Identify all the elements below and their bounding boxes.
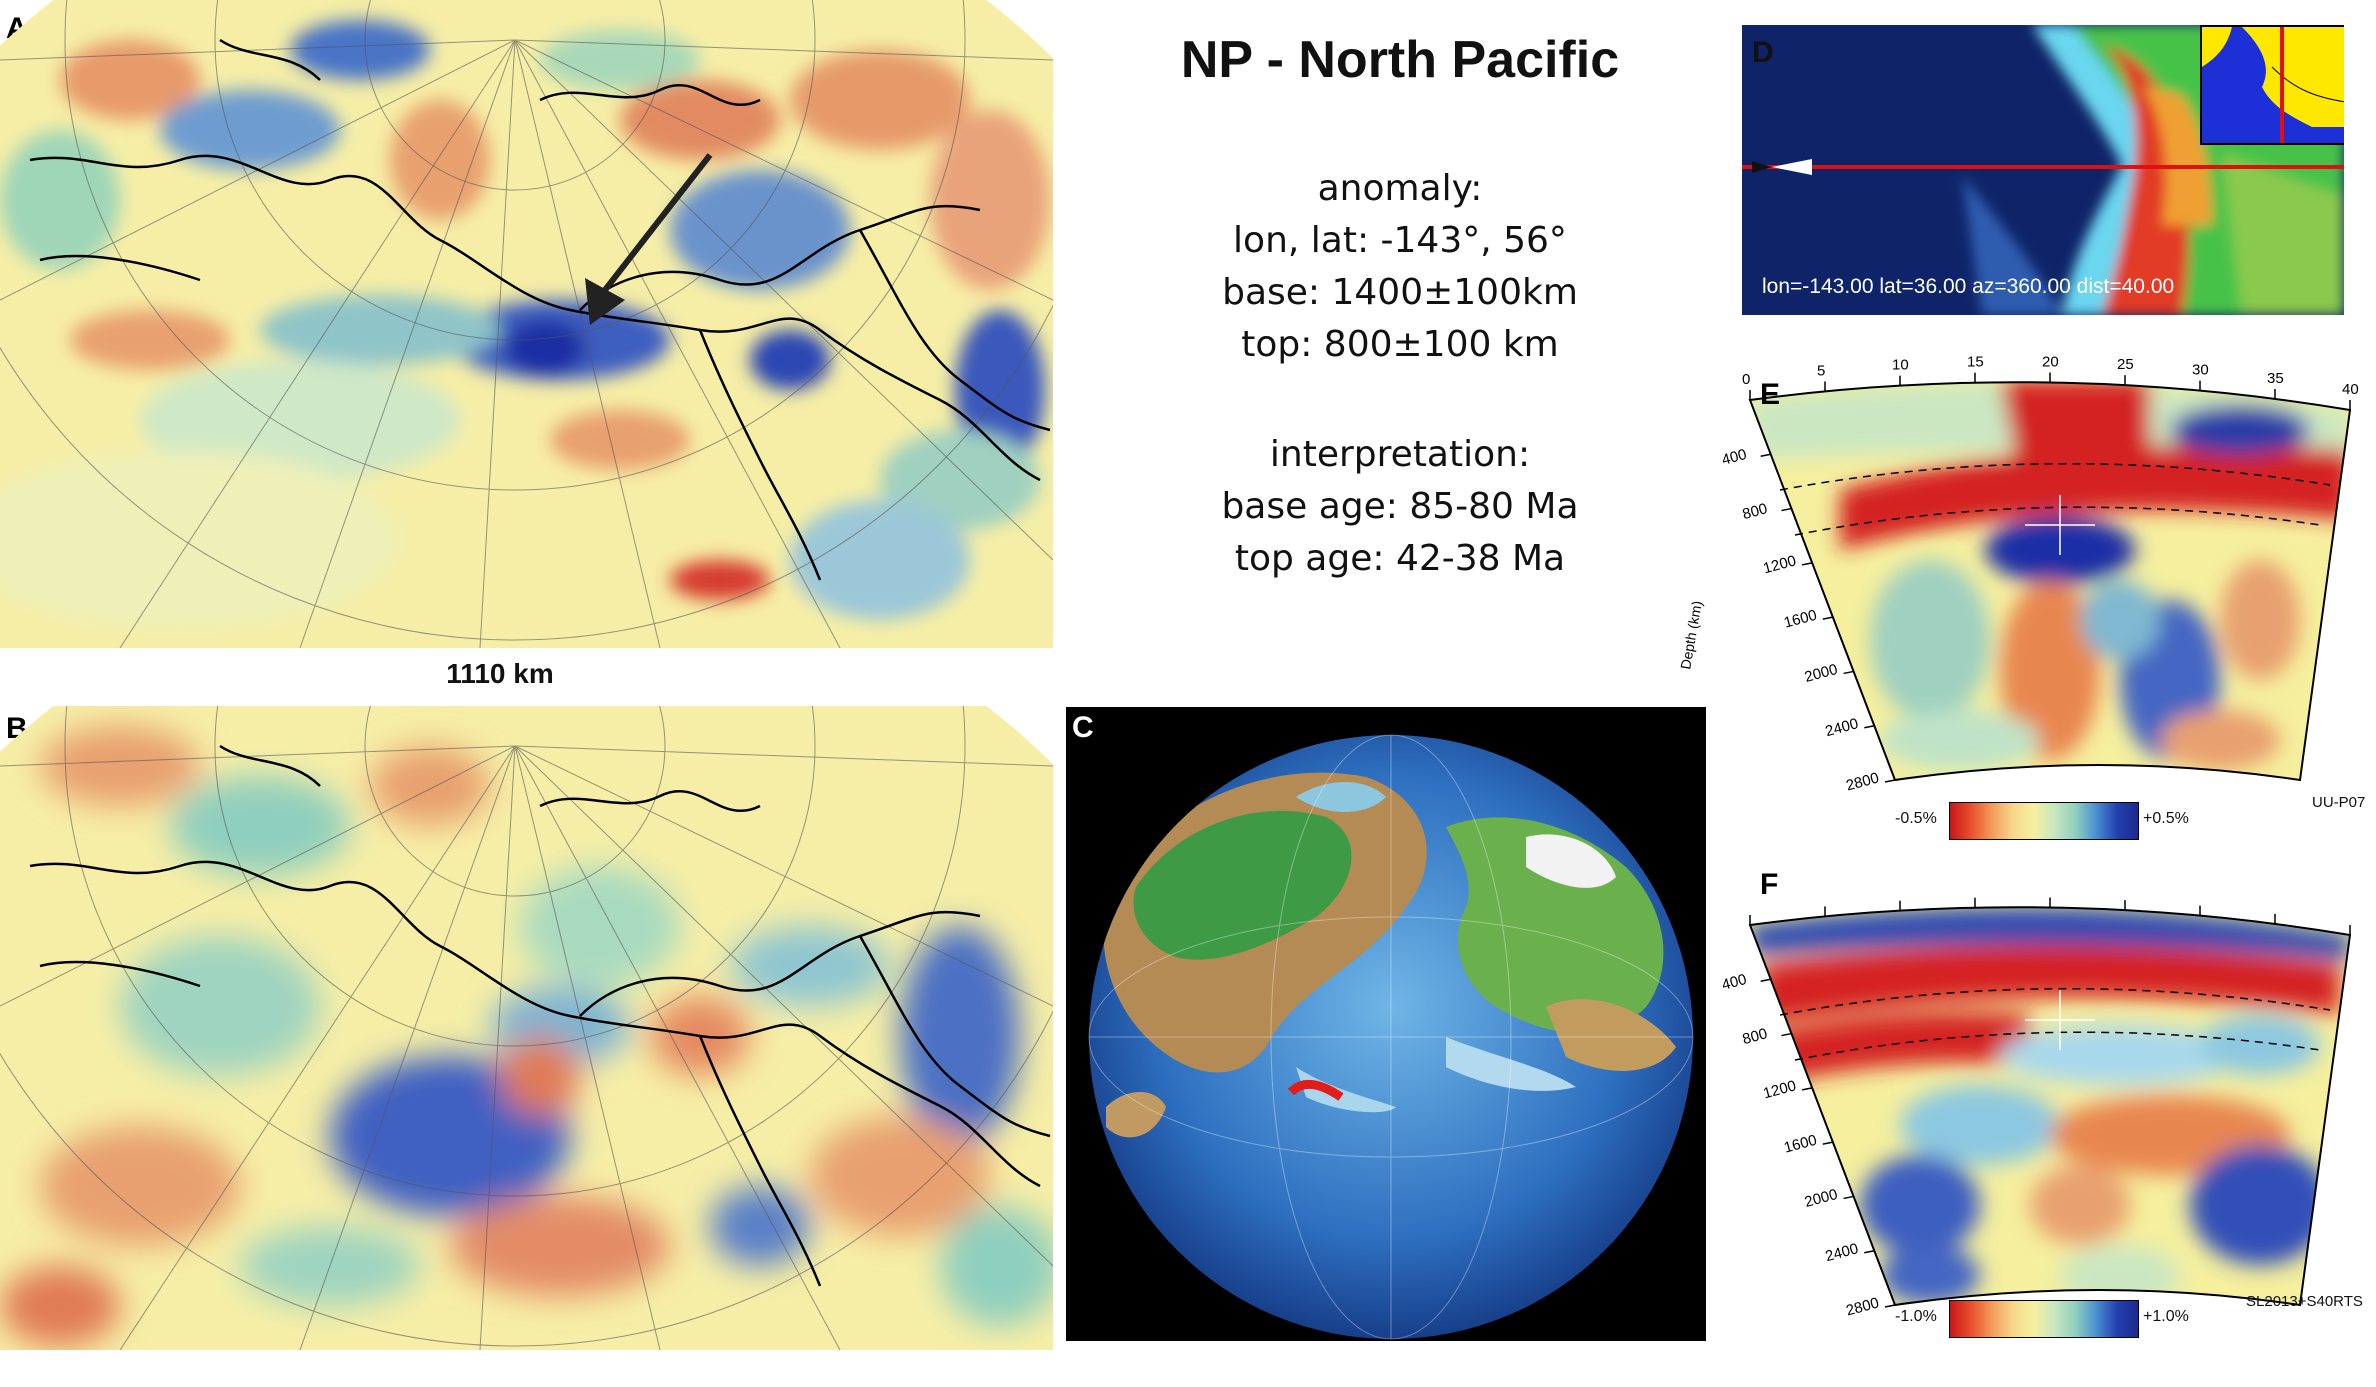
- section-f-depth-tick-label: 2000: [1803, 1186, 1840, 1211]
- anomaly-top: top: 800±100 km: [1241, 324, 1559, 365]
- section-e-depth-tick-label: 2400: [1824, 715, 1861, 740]
- section-e-depth-tick: [1781, 507, 1792, 512]
- section-f-depth-tick-label: 2800: [1844, 1294, 1881, 1319]
- section-e-depth-tick-label: 800: [1741, 500, 1770, 523]
- section-f-depth-tick-label: 400: [1720, 971, 1749, 994]
- depth-axis-label-e: Depth (km): [1677, 600, 1705, 671]
- section-f-depth-tick-label: 2400: [1824, 1240, 1861, 1265]
- section-f-depth-tick: [1801, 1087, 1813, 1091]
- cross-section-e: 0 5 10 15 20 25 30 35 40 400 800 1200 1600 2000 2400 2…: [1677, 354, 2359, 795]
- section-e-distance-tick-label: 30: [2192, 362, 2209, 379]
- distance-ticks-f: [1749, 897, 2351, 935]
- profile-location-map: lon=-143.00 lat=36.00 az=360.00 dist=40.…: [1742, 25, 2344, 315]
- colorbar-f-min: -1.0%: [1895, 1308, 1937, 1325]
- section-e-distance-tick-label: 15: [1967, 354, 1984, 371]
- colorbar-f: [1949, 1300, 2139, 1338]
- section-e-depth-tick: [1843, 670, 1854, 675]
- section-e-distance-tick-label: 35: [2267, 370, 2284, 387]
- section-e-distance-tick-label: 40: [2342, 381, 2359, 398]
- section-f-depth-tick-label: 1600: [1782, 1132, 1819, 1157]
- section-f-depth-tick-label: 1200: [1761, 1077, 1798, 1102]
- panel-label-e: E: [1760, 378, 1781, 411]
- section-f-depth-tick: [1843, 1195, 1854, 1200]
- section-e-depth-tick-label: 1600: [1782, 607, 1819, 632]
- section-e-depth-tick: [1801, 562, 1813, 566]
- section-e-depth-tick: [1760, 453, 1771, 458]
- section-e-depth-tick: [1822, 616, 1834, 620]
- inset-map: [2200, 25, 2344, 145]
- interpretation-base-age: base age: 85-80 Ma: [1221, 486, 1579, 527]
- section-e-depth-tick-label: 1200: [1761, 552, 1798, 577]
- interpretation-top-age: top age: 42-38 Ma: [1234, 538, 1566, 579]
- tomography-map-a: [0, 0, 1053, 648]
- section-e-depth-tick-label: 2000: [1803, 661, 1840, 686]
- section-f-depth-tick-label: 800: [1741, 1025, 1770, 1048]
- panel-label-c: C: [1072, 711, 1094, 744]
- section-e-depth-tick: [1864, 724, 1875, 729]
- section-e-depth-tick-label: 2800: [1844, 769, 1881, 794]
- section-e-depth-tick: [1884, 779, 1896, 783]
- model-label-e: UU-P07: [2312, 794, 2366, 811]
- section-e-distance-tick-label: 5: [1817, 362, 1825, 379]
- panel-label-f: F: [1760, 868, 1779, 901]
- section-e-distance-tick-label: 25: [2117, 356, 2134, 373]
- depth-label: 1110 km: [446, 658, 554, 689]
- page-title: NP - North Pacific: [1180, 31, 1620, 89]
- section-e-distance-tick-label: 20: [2042, 354, 2059, 371]
- section-f-depth-tick: [1864, 1249, 1875, 1254]
- section-e-distance-tick-label: 10: [1892, 357, 1909, 374]
- profile-readout: lon=-143.00 lat=36.00 az=360.00 dist=40.…: [1762, 275, 2174, 298]
- colorbar-e-min: -0.5%: [1895, 810, 1937, 827]
- section-f-depth-tick: [1760, 978, 1771, 983]
- section-f-depth-tick: [1781, 1032, 1792, 1037]
- colorbar-f-max: +1.0%: [2143, 1308, 2189, 1325]
- section-e-depth-tick-label: 400: [1720, 446, 1749, 469]
- panel-label-d: D: [1752, 36, 1774, 69]
- anomaly-lonlat: lon, lat: -143°, 56°: [1233, 220, 1567, 261]
- anomaly-base: base: 1400±100km: [1222, 272, 1578, 313]
- section-f-depth-tick: [1822, 1141, 1834, 1145]
- interpretation-heading: interpretation:: [1269, 434, 1531, 475]
- globe-panel: [1066, 707, 1706, 1341]
- colorbar-e: [1949, 802, 2139, 840]
- section-f-depth-tick: [1884, 1304, 1896, 1308]
- colorbar-e-max: +0.5%: [2143, 810, 2189, 827]
- anomaly-heading: anomaly:: [1317, 168, 1483, 209]
- tomography-map-b: [0, 706, 1053, 1350]
- section-e-distance-tick-label: 0: [1742, 371, 1750, 388]
- distance-ticks-e: 0 5 10 15 20 25 30 35 40: [1742, 354, 2359, 410]
- model-label-f: SL2013+S40RTS: [2246, 1293, 2363, 1310]
